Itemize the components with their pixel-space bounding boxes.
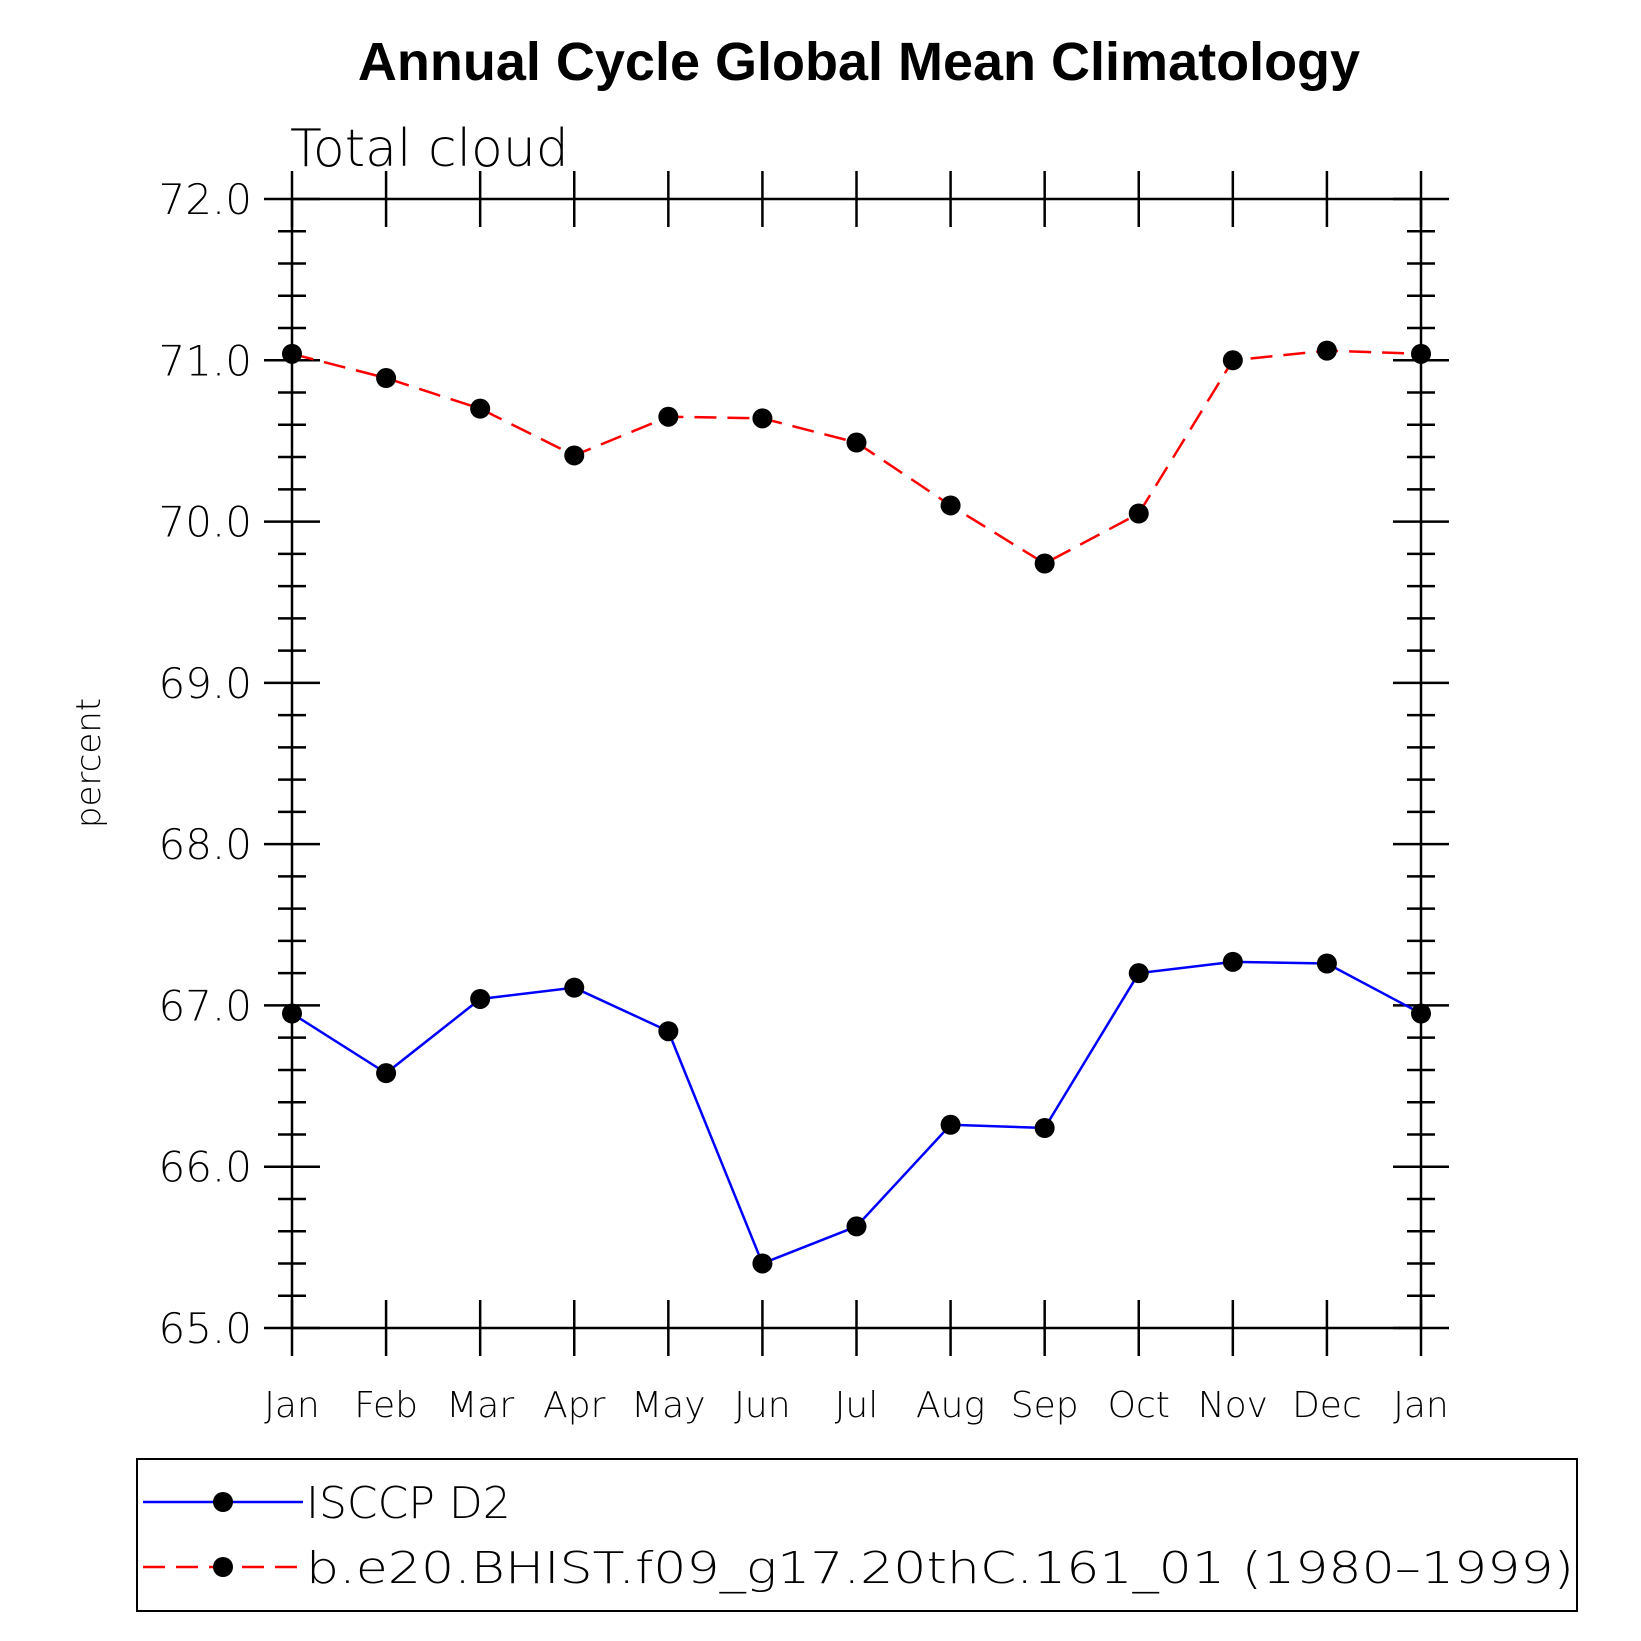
chart-title: Annual Cycle Global Mean Climatology — [358, 32, 1360, 92]
series-line-model-run — [291, 349, 1422, 565]
plot-frame — [290, 197, 1423, 1330]
data-point-model-run — [940, 495, 961, 516]
data-point-model-run — [1034, 553, 1055, 574]
data-point-model-run — [1316, 340, 1337, 361]
x-tick-label: Jan — [1393, 1385, 1449, 1426]
data-point-isccp-d2 — [658, 1021, 679, 1042]
data-point-model-run — [658, 406, 679, 427]
data-point-isccp-d2 — [940, 1114, 961, 1135]
data-point-isccp-d2 — [1222, 951, 1243, 972]
x-tick-label: Feb — [354, 1385, 418, 1426]
legend-label-model-run: b.e20.BHIST.f09_g17.20thC.161_01 (1980–1… — [306, 1543, 1574, 1594]
x-tick-label: Jun — [734, 1385, 790, 1426]
data-point-isccp-d2 — [752, 1253, 773, 1274]
y-tick-label: 65.0 — [158, 1304, 252, 1353]
y-tick-label: 67.0 — [158, 981, 252, 1030]
data-point-isccp-d2 — [470, 988, 491, 1009]
data-point-model-run — [470, 398, 491, 419]
x-tick-label: Nov — [1198, 1385, 1268, 1426]
x-tick-label: Apr — [543, 1385, 605, 1426]
legend-marker-isccp-d2 — [213, 1492, 233, 1512]
y-axis-label: percent — [69, 698, 109, 828]
y-tick-label: 69.0 — [158, 659, 252, 708]
data-point-model-run — [376, 368, 397, 389]
axis-ticks — [264, 171, 1449, 1356]
legend: ISCCP D2 b.e20.BHIST.f09_g17.20thC.161_0… — [136, 1458, 1578, 1612]
x-tick-label: Aug — [916, 1385, 985, 1426]
legend-marker-model-run — [213, 1557, 233, 1577]
x-tick-label: Dec — [1292, 1385, 1362, 1426]
x-tick-label: May — [631, 1385, 705, 1426]
x-tick-label: Oct — [1108, 1385, 1170, 1426]
data-point-model-run — [1128, 503, 1149, 524]
y-tick-label: 72.0 — [158, 175, 252, 224]
data-point-model-run — [282, 343, 302, 364]
y-tick-labels: 65.0 66.0 67.0 68.0 69.0 70.0 71.0 72.0 — [158, 175, 252, 1353]
data-point-isccp-d2 — [1411, 1003, 1431, 1024]
data-point-model-run — [846, 432, 867, 453]
data-point-isccp-d2 — [1316, 953, 1337, 974]
y-tick-label: 71.0 — [158, 336, 252, 385]
x-tick-label: Jul — [835, 1385, 878, 1426]
y-tick-label: 68.0 — [158, 820, 252, 869]
data-point-model-run — [564, 445, 585, 466]
data-point-isccp-d2 — [282, 1003, 302, 1024]
y-tick-label: 66.0 — [158, 1143, 252, 1192]
x-tick-label: Jan — [264, 1385, 320, 1426]
chart-subtitle: Total cloud — [290, 119, 569, 179]
series-layer — [282, 340, 1431, 1274]
x-tick-label: Sep — [1011, 1385, 1079, 1426]
legend-label-isccp-d2: ISCCP D2 — [306, 1478, 511, 1529]
data-point-model-run — [1222, 350, 1243, 371]
data-point-model-run — [752, 408, 773, 429]
data-point-isccp-d2 — [846, 1216, 867, 1237]
y-tick-label: 70.0 — [158, 498, 252, 547]
legend-box — [136, 1458, 1578, 1612]
data-point-isccp-d2 — [564, 977, 585, 998]
data-point-isccp-d2 — [1034, 1118, 1055, 1139]
data-point-isccp-d2 — [1128, 963, 1149, 984]
x-tick-labels: Jan Feb Mar Apr May Jun Jul Aug Sep Oct Nov Dec Jan — [264, 1385, 1449, 1426]
data-point-isccp-d2 — [376, 1063, 397, 1084]
x-tick-label: Mar — [446, 1385, 514, 1426]
data-point-model-run — [1411, 343, 1431, 364]
